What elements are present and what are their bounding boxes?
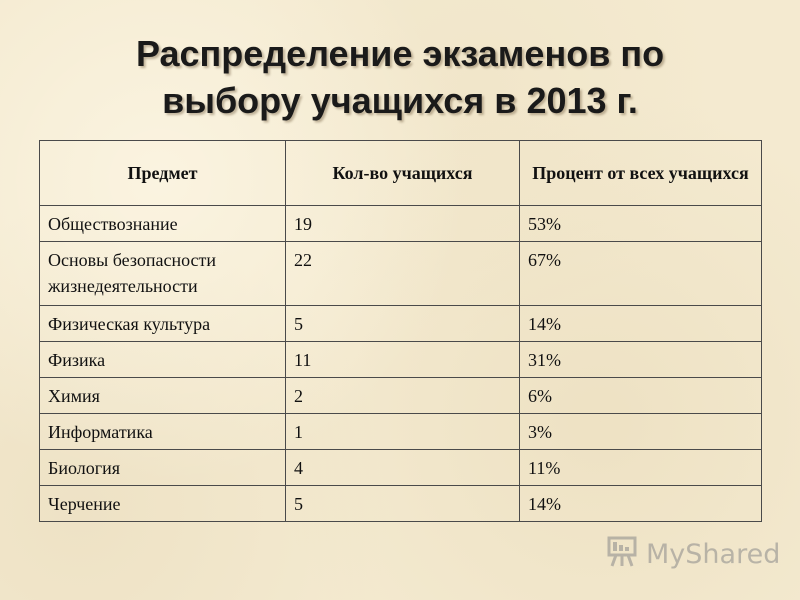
cell-subject: Черчение — [39, 485, 286, 522]
page-title-line-1: Распределение экзаменов по — [135, 33, 665, 74]
table-row: Биология 4 11% — [39, 449, 762, 486]
cell-subject: Основы безопасности жизнедеятельности — [39, 241, 286, 306]
cell-percent: 11% — [519, 449, 762, 486]
cell-count: 2 — [285, 377, 520, 414]
cell-subject: Химия — [39, 377, 286, 414]
cell-count: 5 — [285, 305, 520, 342]
cell-percent: 14% — [519, 305, 762, 342]
table-row: Информатика 1 3% — [39, 413, 762, 450]
exam-distribution-table: Предмет Кол-во учащихся Процент от всех … — [39, 140, 762, 522]
cell-percent: 3% — [519, 413, 762, 450]
column-header-count: Кол-во учащихся — [285, 140, 520, 206]
table-row: Химия 2 6% — [39, 377, 762, 414]
cell-subject: Обществознание — [39, 205, 286, 242]
table-row: Черчение 5 14% — [39, 485, 762, 522]
cell-subject: Информатика — [39, 413, 286, 450]
cell-count: 22 — [285, 241, 520, 306]
presentation-board-icon — [606, 535, 640, 574]
page-title-line-2: выбору учащихся в 2013 г. — [162, 80, 638, 121]
watermark-text: MyShared — [646, 538, 781, 570]
cell-percent: 53% — [519, 205, 762, 242]
cell-percent: 14% — [519, 485, 762, 522]
cell-count: 1 — [285, 413, 520, 450]
column-header-subject: Предмет — [39, 140, 286, 206]
cell-count: 11 — [285, 341, 520, 378]
cell-subject: Физическая культура — [39, 305, 286, 342]
table-row: Обществознание 19 53% — [39, 205, 762, 242]
cell-percent: 31% — [519, 341, 762, 378]
watermark: MyShared — [606, 536, 780, 572]
cell-count: 5 — [285, 485, 520, 522]
table-row: Основы безопасности жизнедеятельности 22… — [39, 241, 762, 306]
table-row: Физическая культура 5 14% — [39, 305, 762, 342]
table-row: Физика 11 31% — [39, 341, 762, 378]
cell-subject: Биология — [39, 449, 286, 486]
cell-count: 4 — [285, 449, 520, 486]
cell-count: 19 — [285, 205, 520, 242]
cell-percent: 6% — [519, 377, 762, 414]
cell-subject: Физика — [39, 341, 286, 378]
cell-percent: 67% — [519, 241, 762, 306]
table-header-row: Предмет Кол-во учащихся Процент от всех … — [39, 140, 762, 206]
page-title: Распределение экзаменов по выбору учащих… — [0, 30, 800, 124]
column-header-percent: Процент от всех учащихся — [519, 140, 762, 206]
